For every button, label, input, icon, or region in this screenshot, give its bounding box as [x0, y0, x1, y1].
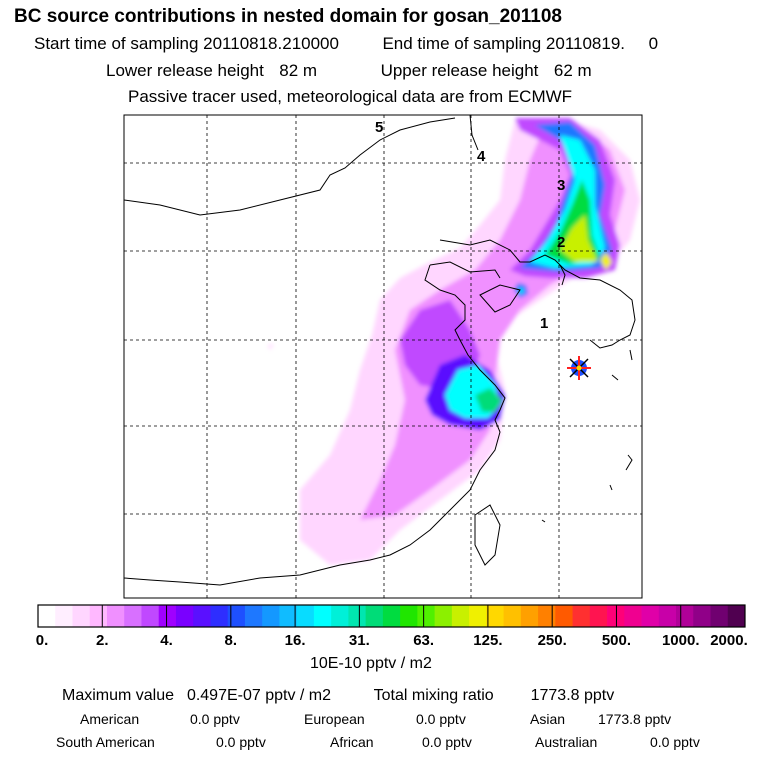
region-european-value: 0.0 pptv — [416, 711, 466, 727]
colorbar-cell — [38, 605, 56, 627]
receptor-star-icon — [567, 356, 591, 380]
colorbar-cell — [658, 605, 677, 627]
colorbar-tick-label: 16. — [285, 632, 306, 649]
colorbar-cell — [296, 605, 315, 627]
colorbar-cell — [451, 605, 470, 627]
end-time-value: 20110819. 0 — [545, 34, 659, 53]
colorbar-cell — [210, 605, 229, 627]
colorbar-cell — [503, 605, 522, 627]
colorbar-cell — [624, 605, 642, 627]
region-american-name: American — [80, 711, 140, 727]
colorbar-cell — [244, 605, 263, 627]
colorbar-cell — [417, 605, 436, 627]
region-asian-name: Asian — [530, 711, 566, 727]
sampling-times: Start time of sampling 20110818.210000 E… — [34, 34, 658, 54]
colorbar-cell — [279, 605, 298, 627]
map-frame — [123, 114, 643, 599]
colorbar-cell — [158, 605, 177, 627]
colorbar-units: 10E-10 pptv / m2 — [310, 655, 432, 672]
colorbar-cell — [676, 605, 694, 627]
total-mixing-label: Total mixing ratio — [373, 687, 494, 704]
total-mixing-value: 1773.8 pptv — [530, 687, 615, 704]
summary-line: Maximum value 0.497E-07 pptv / m2 Total … — [62, 687, 614, 705]
region-south-american-name: South American — [56, 734, 155, 750]
colorbar-cell — [55, 605, 73, 627]
colorbar-cell — [400, 605, 418, 627]
region-european-name: European — [304, 711, 365, 727]
plot-title: BC source contributions in nested domain… — [14, 6, 562, 27]
colorbar-tick-label: 2. — [96, 632, 109, 649]
day-marker-1: 1 — [540, 315, 548, 332]
day-marker-4: 4 — [477, 148, 486, 165]
release-heights: Lower release height 82 m Upper release … — [106, 61, 592, 81]
colorbar-cell — [89, 605, 108, 627]
lower-height-label: Lower release height — [106, 61, 264, 80]
colorbar-tick-label: 2000. — [710, 632, 748, 649]
colorbar-tick-label: 125. — [473, 632, 502, 649]
region-south-american-value: 0.0 pptv — [216, 734, 266, 750]
lat-lon-grid — [124, 115, 642, 598]
colorbar-cell — [486, 605, 504, 627]
start-time-value: 20110818.210000 — [203, 34, 339, 53]
colorbar-cell — [589, 605, 608, 627]
region-african-value: 0.0 pptv — [422, 734, 472, 750]
colorbar-frame — [37, 604, 746, 628]
region-african-name: African — [330, 734, 374, 750]
colorbar-tick-label: 4. — [160, 632, 173, 649]
colorbar-cell — [262, 605, 280, 627]
colorbar-cell — [175, 605, 194, 627]
colorbar-cell — [331, 605, 349, 627]
colorbar-cell — [313, 605, 332, 627]
colorbar-cell — [227, 605, 246, 627]
colorbar-tick-label: 500. — [602, 632, 631, 649]
region-australian-name: Australian — [535, 734, 598, 750]
colorbar-cell — [434, 605, 453, 627]
colorbar-cell — [348, 605, 367, 627]
upper-height-label: Upper release height — [380, 61, 539, 80]
colorbar-cell — [469, 605, 487, 627]
colorbar-cell — [124, 605, 142, 627]
colorbar-tick-label: 1000. — [662, 632, 700, 649]
colorbar-cells — [38, 605, 746, 627]
end-time-label: End time of sampling — [382, 34, 542, 53]
colorbar-cell — [106, 605, 125, 627]
max-value-label: Maximum value — [62, 687, 175, 704]
colorbar-cell — [365, 605, 384, 627]
lower-height-value: 82 m — [279, 61, 318, 80]
start-time-label: Start time of sampling — [34, 34, 199, 53]
colorbar-tick-label: 31. — [349, 632, 370, 649]
colorbar-cell — [555, 605, 573, 627]
colorbar-cell — [72, 605, 91, 627]
day-marker-5: 5 — [375, 119, 383, 136]
day-marker-2: 2 — [557, 234, 565, 251]
colorbar-cell — [727, 605, 746, 627]
day-marker-3: 3 — [557, 177, 565, 194]
colorbar-labels: 0. 2. 4. 8. 16. 31. 63. 125. 250. 500. 1000. 2000. — [36, 632, 748, 649]
region-asian-value: 1773.8 pptv — [598, 711, 672, 727]
colorbar-cell — [693, 605, 711, 627]
colorbar-cell — [193, 605, 211, 627]
region-american-value: 0.0 pptv — [190, 711, 240, 727]
colorbar-cell — [641, 605, 660, 627]
colorbar-cell — [520, 605, 539, 627]
colorbar-tick-label: 63. — [413, 632, 434, 649]
tracer-note: Passive tracer used, meteorological data… — [128, 87, 573, 106]
colorbar-cell — [382, 605, 401, 627]
colorbar-cell — [572, 605, 591, 627]
colorbar-cell — [607, 605, 625, 627]
upper-height-value: 62 m — [553, 61, 592, 80]
colorbar-tick-label: 8. — [225, 632, 238, 649]
region-australian-value: 0.0 pptv — [650, 734, 700, 750]
colorbar-tick-label: 250. — [538, 632, 567, 649]
colorbar-tick-label: 0. — [36, 632, 49, 649]
max-value: 0.497E-07 pptv / m2 — [186, 687, 332, 704]
colorbar-cell — [538, 605, 556, 627]
colorbar-cell — [710, 605, 729, 627]
colorbar-cell — [141, 605, 160, 627]
